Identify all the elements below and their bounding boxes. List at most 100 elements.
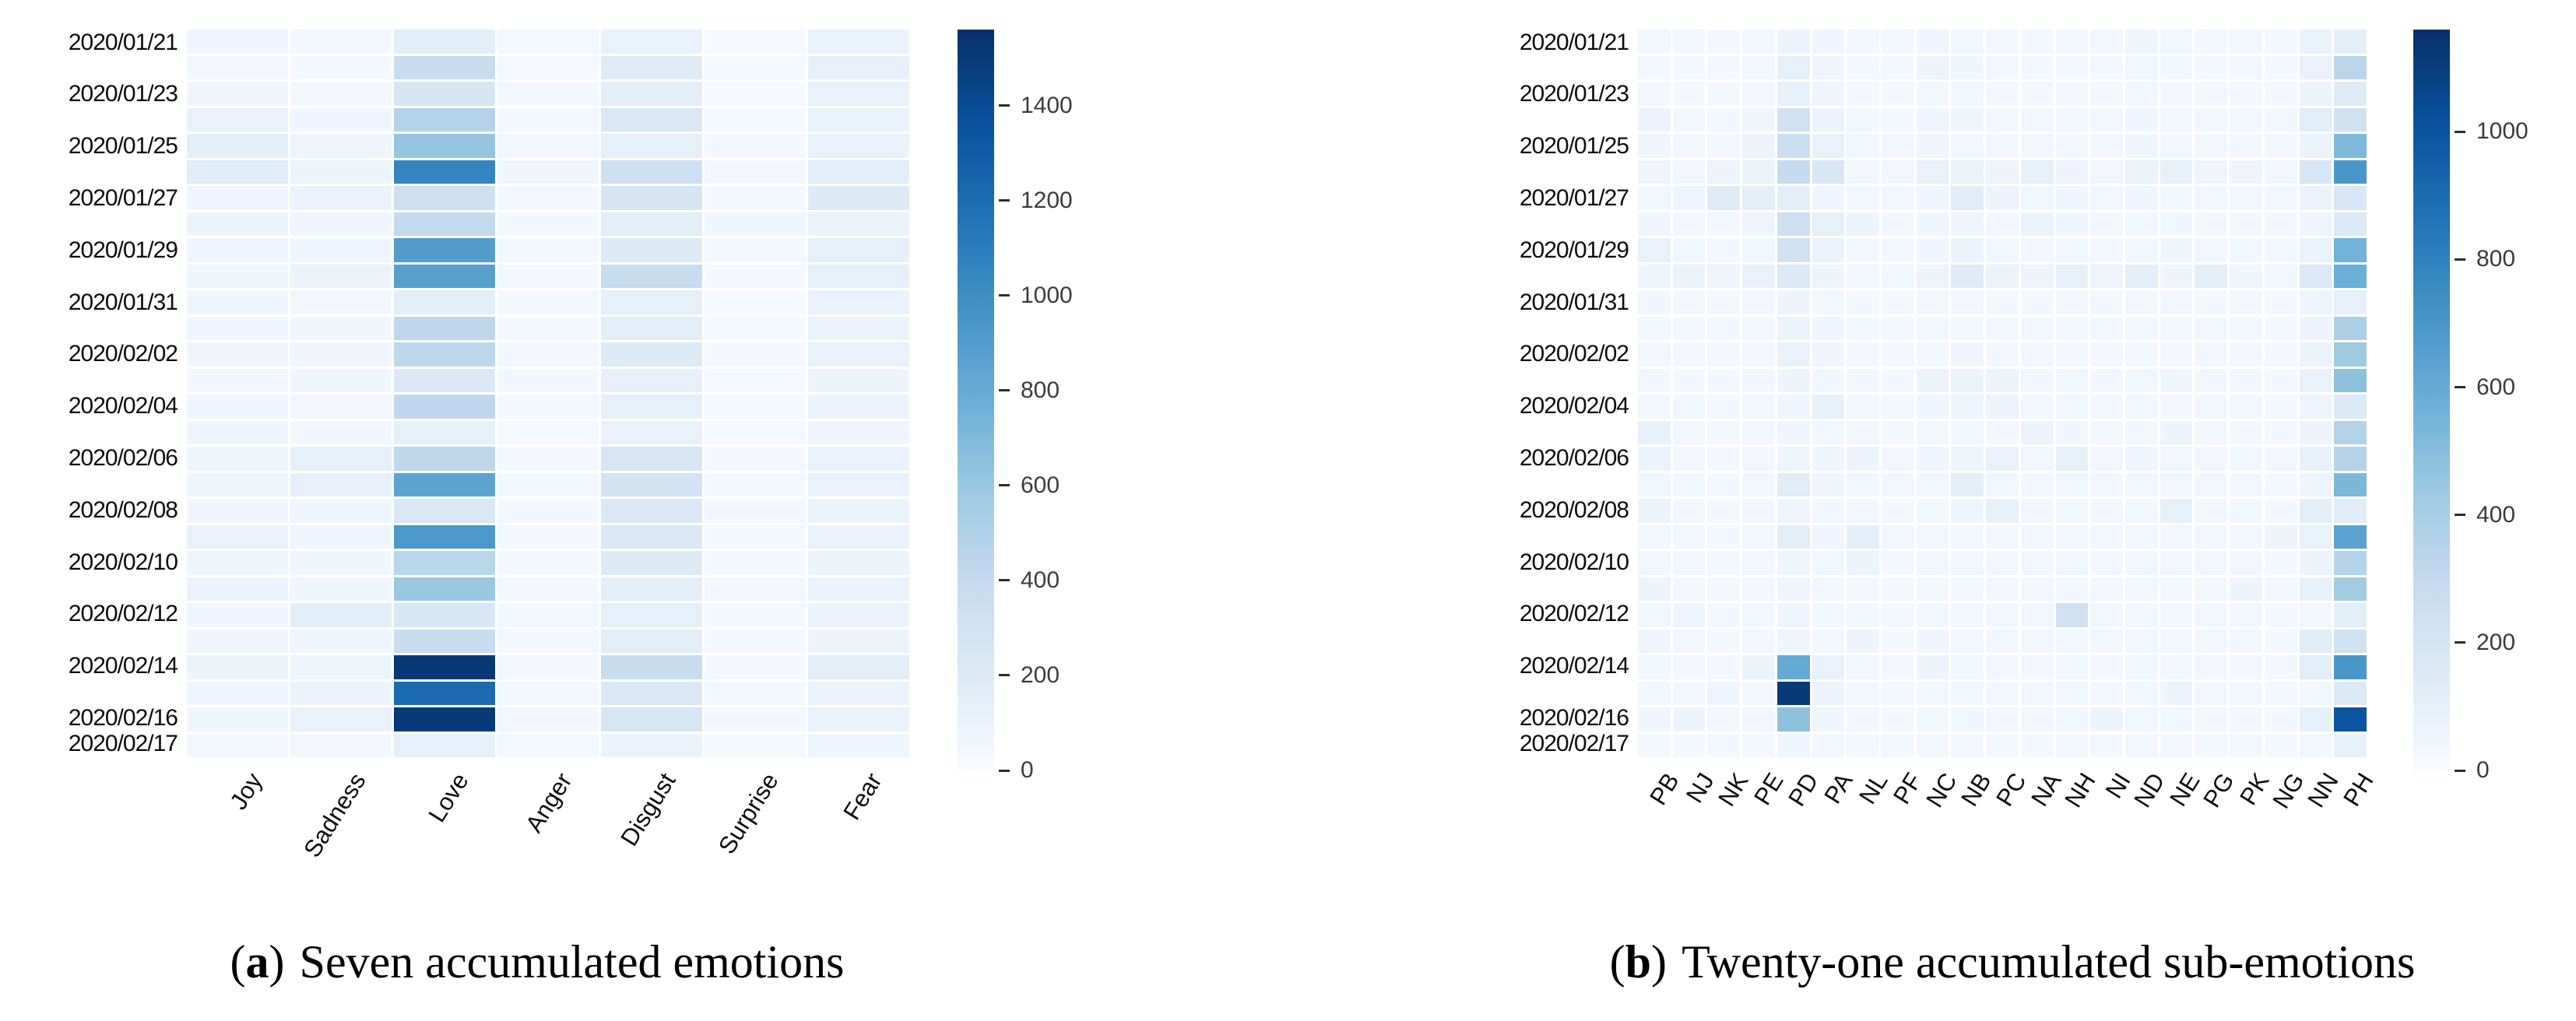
heatmap-cell (2125, 316, 2158, 340)
heatmap-cell (2334, 186, 2367, 210)
heatmap-cell (1916, 577, 1949, 601)
heatmap-cell (1672, 212, 1706, 236)
heatmap-cell (1986, 420, 2019, 444)
heatmap-cell (187, 395, 288, 419)
heatmap-cell (187, 212, 288, 236)
heatmap-cell (1916, 420, 1949, 444)
colorbar-tick-label: 600 (2476, 374, 2516, 400)
heatmap-cell (187, 134, 288, 158)
heatmap-cell (2264, 603, 2297, 627)
heatmap-cell (2264, 655, 2297, 679)
heatmap-cell (2160, 186, 2193, 210)
heatmap-cell (1707, 577, 1741, 601)
heatmap-cell (1986, 107, 2019, 132)
y-tick-label: 2020/01/23 (1519, 81, 1629, 107)
heatmap-cell (1776, 186, 1810, 210)
heatmap-cell (2125, 577, 2158, 601)
heatmap-b (1638, 30, 2367, 757)
heatmap-cell (1847, 577, 1879, 601)
heatmap-cell (2334, 577, 2367, 601)
heatmap-cell (2055, 186, 2089, 210)
heatmap-cell (2160, 264, 2193, 288)
colorbar-tick-label: 600 (1021, 472, 1060, 498)
heatmap-cell (1742, 107, 1775, 132)
heatmap-cell (1776, 238, 1810, 262)
heatmap-cell (1742, 238, 1775, 262)
heatmap-cell (1986, 447, 2019, 471)
heatmap-cell (2020, 577, 2054, 601)
heatmap-cell (1672, 629, 1706, 653)
heatmap-cell (705, 134, 806, 158)
heatmap-cell (705, 107, 806, 132)
heatmap-cell (2090, 733, 2123, 757)
heatmap-cell (187, 290, 288, 314)
heatmap-cell (2020, 472, 2054, 496)
heatmap-cell (1882, 368, 1914, 392)
heatmap-cell (2299, 733, 2332, 757)
heatmap-cell (1951, 107, 1984, 132)
heatmap-cell (187, 707, 288, 732)
heatmap-cell (1882, 603, 1914, 627)
heatmap-cell (2264, 368, 2297, 392)
heatmap-cell (290, 420, 392, 444)
heatmap-cell (2195, 82, 2228, 106)
heatmap-cell (1847, 264, 1879, 288)
heatmap-cell (2125, 160, 2158, 184)
heatmap-cell (2264, 447, 2297, 471)
heatmap-cell (1812, 212, 1845, 236)
y-tick-label: 2020/02/02 (1519, 341, 1629, 367)
heatmap-cell (1742, 55, 1775, 79)
heatmap-cell (808, 186, 909, 210)
heatmap-cell (2334, 629, 2367, 653)
colorbar-tick-mark (999, 104, 1010, 107)
heatmap-cell (1776, 82, 1810, 106)
heatmap-cell (2090, 472, 2123, 496)
heatmap-cell (1951, 238, 1984, 262)
heatmap-cell (1707, 707, 1741, 732)
heatmap-cell (1951, 472, 1984, 496)
x-tick-label: PF (1888, 768, 1928, 809)
heatmap-cell (497, 160, 599, 184)
heatmap-cell (601, 55, 702, 79)
heatmap-cell (2020, 238, 2054, 262)
heatmap-cell (808, 212, 909, 236)
heatmap-cell (394, 707, 495, 732)
heatmap-cell (2055, 368, 2089, 392)
heatmap-cell (1707, 186, 1741, 210)
heatmap-cell (2160, 368, 2193, 392)
heatmap-cell (2055, 447, 2089, 471)
heatmap-cell (1707, 342, 1741, 367)
heatmap-cell (1776, 395, 1810, 419)
heatmap-cell (394, 264, 495, 288)
heatmap-cell (1916, 525, 1949, 549)
x-tick-label: PC (1991, 768, 2032, 812)
heatmap-cell (2090, 681, 2123, 705)
heatmap-cell (2230, 290, 2262, 314)
heatmap-cell (1882, 264, 1914, 288)
colorbar-tick-mark (2455, 641, 2465, 644)
heatmap-cell (2055, 629, 2089, 653)
heatmap-cell (1882, 551, 1914, 575)
heatmap-cell (1986, 342, 2019, 367)
x-tick-label: PH (2337, 768, 2379, 812)
heatmap-cell (290, 107, 392, 132)
heatmap-cell (1638, 238, 1671, 262)
heatmap-cell (2230, 733, 2262, 757)
heatmap-cell (2090, 420, 2123, 444)
heatmap-cell (2334, 420, 2367, 444)
heatmap-cell (2055, 551, 2089, 575)
heatmap-cell (2160, 238, 2193, 262)
heatmap-cell (2299, 264, 2332, 288)
heatmap-cell (1951, 264, 1984, 288)
heatmap-cell (808, 82, 909, 106)
heatmap-cell (2230, 499, 2262, 523)
heatmap-cell (1812, 316, 1845, 340)
heatmap-cell (2160, 577, 2193, 601)
heatmap-cell (2125, 472, 2158, 496)
heatmap-cell (2125, 707, 2158, 732)
y-tick-label: 2020/02/17 (68, 731, 178, 757)
heatmap-cell (497, 603, 599, 627)
heatmap-cell (1951, 681, 1984, 705)
heatmap-cell (705, 447, 806, 471)
heatmap-cell (2020, 655, 2054, 679)
